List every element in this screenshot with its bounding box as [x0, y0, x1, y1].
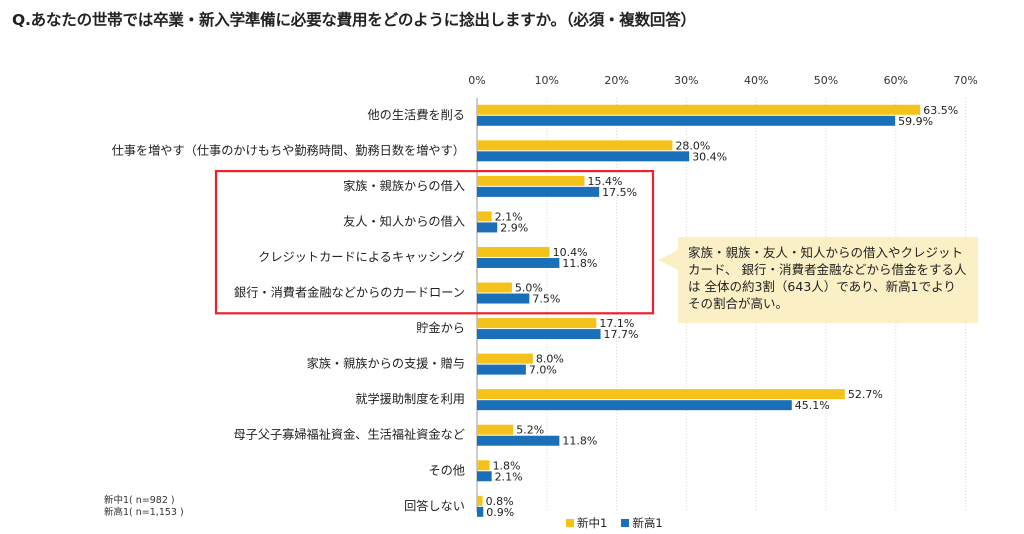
bar-series-b	[477, 257, 560, 268]
data-label-series-b: 11.8%	[562, 435, 597, 448]
bar-series-b	[477, 115, 896, 126]
data-label-series-b: 17.5%	[602, 186, 637, 199]
data-label-series-b: 2.1%	[495, 470, 523, 483]
x-tick-label-5: 50%	[814, 74, 838, 87]
data-label-series-a: 2.1%	[495, 210, 523, 223]
data-label-series-b: 59.9%	[898, 115, 933, 128]
bar-series-b	[477, 186, 600, 197]
bar-series-b	[477, 435, 560, 446]
bar-series-a	[477, 246, 550, 257]
data-label-series-b: 11.8%	[562, 257, 597, 270]
chart-title: Q.あなたの世帯では卒業・新入学準備に必要な費用をどのように捻出しますか。（必須…	[12, 11, 696, 29]
bar-series-b	[477, 151, 690, 162]
legend-swatch-series-b	[621, 519, 630, 527]
data-label-series-a: 1.8%	[493, 459, 521, 472]
bar-series-a	[477, 353, 533, 364]
bar-series-b	[477, 506, 484, 517]
category-label: 貯金から	[416, 320, 465, 335]
highlight-box	[214, 170, 655, 315]
legend-label-series-b: 新高1	[632, 516, 663, 530]
data-label-series-a: 15.4%	[587, 175, 622, 188]
bar-series-a	[477, 460, 490, 471]
category-label: 家族・親族からの支援・贈与	[307, 356, 465, 371]
callout-pointer	[658, 250, 678, 270]
x-tick-label-4: 40%	[744, 74, 768, 87]
data-label-series-b: 17.7%	[604, 328, 639, 341]
legend-swatch-series-a	[566, 519, 574, 527]
x-tick-label-6: 60%	[884, 74, 908, 87]
category-label: 友人・知人からの借入	[343, 214, 465, 228]
bar-series-a	[477, 140, 673, 151]
data-label-series-a: 0.8%	[486, 495, 514, 508]
callout-note: 家族・親族・友人・知人からの借入やクレジットカード、 銀行・消費者金融などから借…	[678, 237, 978, 323]
category-label: 仕事を増やす（仕事のかけもちや勤務時間、勤務日数を増やす）	[112, 142, 465, 157]
category-label: 他の生活費を削る	[368, 107, 466, 122]
data-label-series-a: 5.0%	[515, 282, 543, 295]
data-label-series-a: 17.1%	[599, 317, 634, 330]
data-label-series-b: 45.1%	[795, 399, 830, 412]
legend-item-series-b: 新高1	[621, 515, 663, 531]
bar-series-b	[477, 400, 792, 411]
bar-series-a	[477, 495, 483, 506]
x-tick-label-7: 70%	[953, 74, 977, 87]
bar-series-b	[477, 222, 498, 233]
legend-label-series-a: 新中1	[577, 516, 608, 530]
data-label-series-a: 10.4%	[553, 246, 588, 259]
category-label: 母子父子寡婦福祉資金、生活福祉資金など	[233, 427, 465, 442]
data-label-series-b: 0.9%	[486, 506, 514, 519]
legend-item-series-a: 新中1	[566, 515, 607, 531]
bar-series-a	[477, 424, 514, 435]
category-label: 就学援助制度を利用	[355, 391, 465, 406]
data-label-series-b: 7.0%	[529, 364, 557, 377]
bar-series-b	[477, 364, 526, 375]
category-label: その他	[428, 463, 465, 477]
bar-series-a	[477, 175, 585, 186]
bar-series-a	[477, 389, 845, 400]
data-label-series-a: 52.7%	[848, 388, 883, 401]
data-label-series-a: 8.0%	[536, 353, 564, 366]
data-label-series-b: 7.5%	[532, 293, 560, 306]
bar-series-a	[477, 211, 492, 222]
bar-series-b	[477, 293, 530, 304]
bar-series-b	[477, 471, 492, 482]
data-label-series-b: 2.9%	[500, 221, 528, 234]
bar-series-a	[477, 318, 597, 329]
data-label-series-b: 30.4%	[692, 150, 727, 163]
sample-size-note-1: 新中1( n=982 )	[104, 495, 175, 506]
x-tick-label-3: 30%	[674, 74, 698, 87]
category-label: 家族・親族からの借入	[343, 178, 465, 193]
category-label: 回答しない	[404, 498, 465, 513]
data-label-series-a: 5.2%	[516, 424, 544, 437]
bar-series-b	[477, 329, 601, 340]
x-tick-label-2: 20%	[604, 74, 628, 87]
category-label: 銀行・消費者金融などからのカードローン	[234, 285, 465, 300]
category-label: クレジットカードによるキャッシング	[258, 250, 465, 264]
data-label-series-a: 28.0%	[675, 139, 710, 152]
bar-series-a	[477, 104, 921, 115]
sample-size-note-2: 新高1( n=1,153 )	[104, 507, 184, 518]
bar-series-a	[477, 282, 512, 293]
legend: 新中1 新高1	[566, 515, 663, 531]
data-label-series-a: 63.5%	[923, 104, 958, 117]
x-tick-label-1: 10%	[535, 74, 559, 87]
x-tick-label-0: 0%	[468, 74, 485, 87]
